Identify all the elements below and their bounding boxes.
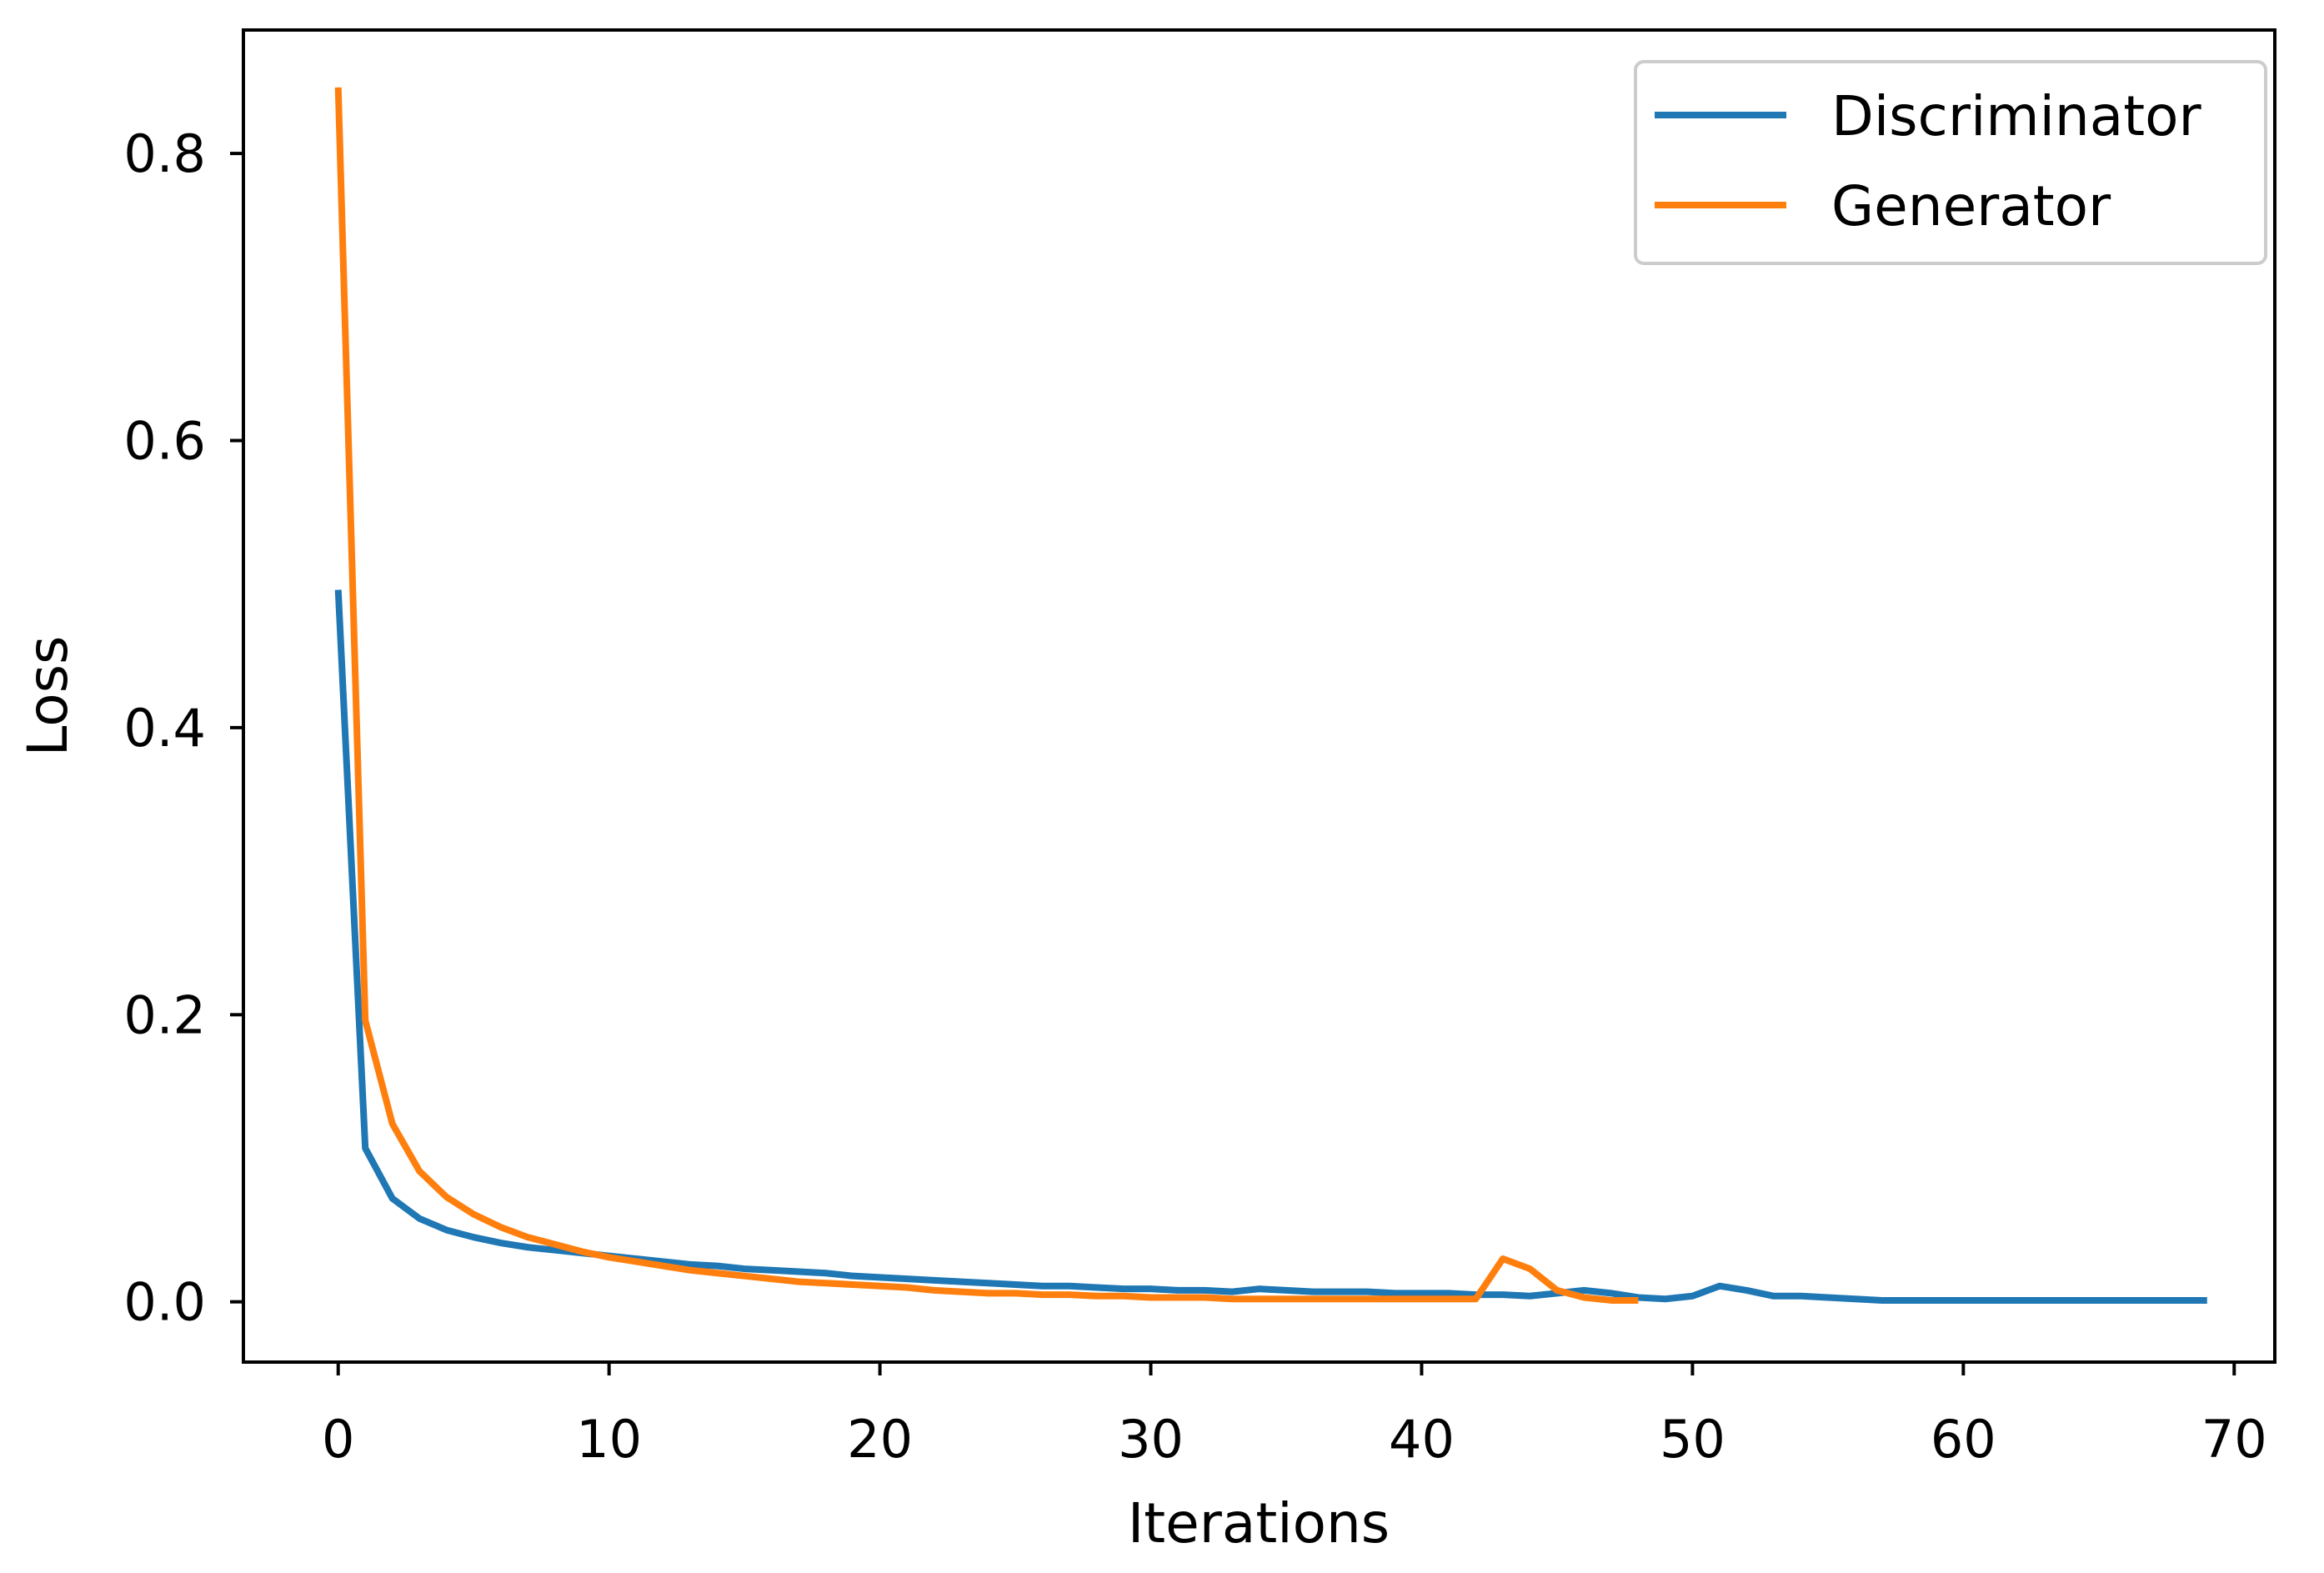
- x-tick-label-0: 0: [322, 1409, 354, 1470]
- legend-label-discriminator: Discriminator: [1831, 84, 2201, 148]
- legend-box: [1634, 60, 2267, 265]
- y-tick-label-0.8: 0.8: [123, 123, 206, 184]
- x-tick-label-30: 30: [1118, 1409, 1184, 1470]
- x-tick-label-70: 70: [2201, 1409, 2267, 1470]
- legend: Discriminator Generator: [1634, 60, 2267, 265]
- series-line-discriminator: [334, 589, 2207, 1304]
- y-axis: 0.0 0.2 0.4 0.6 0.8: [123, 123, 243, 1333]
- plot-frame: [242, 28, 2276, 1364]
- x-tick-label-10: 10: [576, 1409, 642, 1470]
- x-tick-label-40: 40: [1389, 1409, 1455, 1470]
- series-line-generator: [334, 87, 1639, 1304]
- y-tick-label-0.6: 0.6: [123, 410, 206, 471]
- y-tick-label-0: 0.0: [123, 1272, 206, 1333]
- x-axis-label: Iterations: [1128, 1491, 1390, 1555]
- y-axis-label: Loss: [16, 636, 80, 757]
- y-tick-label-0.2: 0.2: [123, 984, 206, 1045]
- x-tick-label-60: 60: [1931, 1409, 1996, 1470]
- series-layer: [334, 87, 2207, 1304]
- y-tick-label-0.4: 0.4: [123, 698, 206, 759]
- legend-label-generator: Generator: [1831, 174, 2111, 238]
- x-tick-label-50: 50: [1660, 1409, 1725, 1470]
- x-axis: 0 10 20 30 40 50 60 70: [322, 1362, 2267, 1470]
- x-tick-label-20: 20: [847, 1409, 913, 1470]
